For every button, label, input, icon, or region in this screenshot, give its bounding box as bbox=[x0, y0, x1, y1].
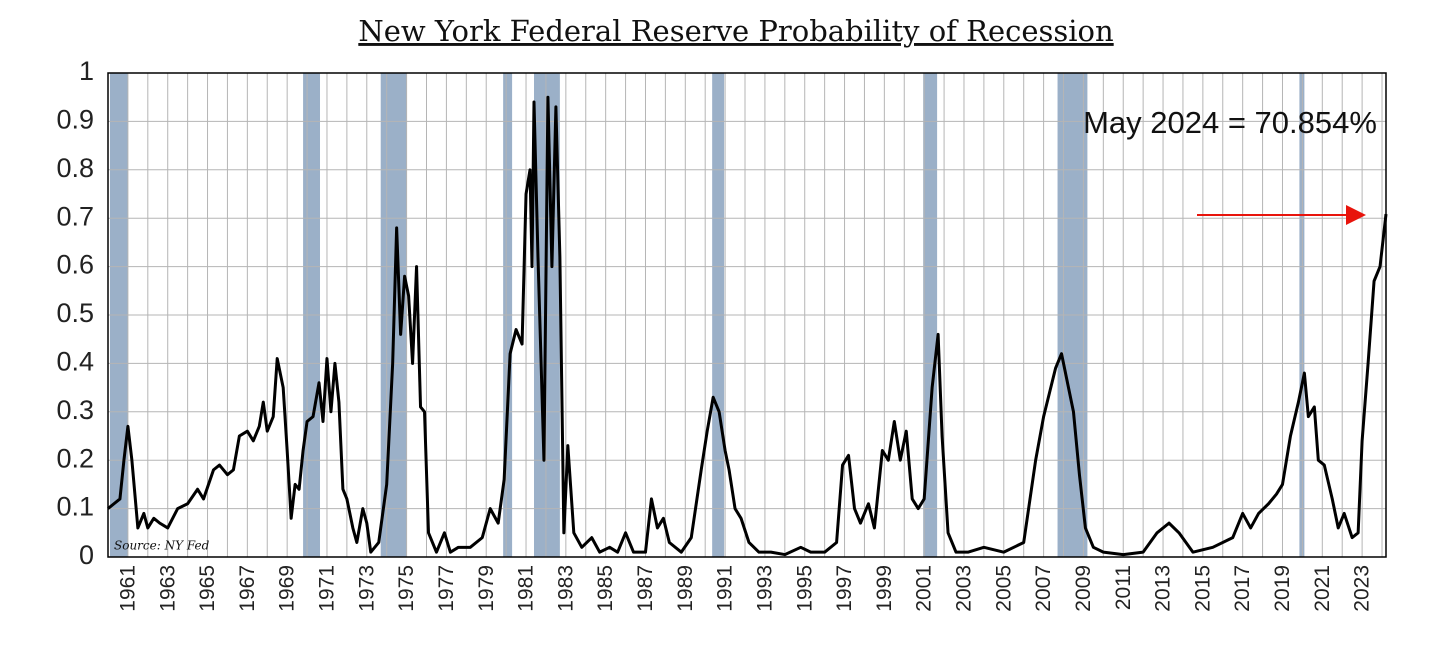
y-tick-label: 0.4 bbox=[56, 347, 94, 377]
x-tick-label: 1989 bbox=[674, 565, 697, 612]
x-tick-label: 2013 bbox=[1152, 565, 1175, 612]
x-tick-label: 2023 bbox=[1351, 565, 1374, 612]
x-tick-label: 2011 bbox=[1112, 565, 1135, 610]
x-tick-label: 1971 bbox=[316, 565, 339, 612]
x-tick-label: 1983 bbox=[554, 565, 577, 612]
x-tick-label: 2021 bbox=[1311, 565, 1334, 612]
chart-title: New York Federal Reserve Probability of … bbox=[358, 14, 1113, 48]
y-tick-label: 1 bbox=[79, 56, 94, 86]
x-tick-label: 1973 bbox=[355, 565, 378, 612]
x-tick-label: 1965 bbox=[196, 565, 219, 612]
x-tick-label: 2009 bbox=[1072, 565, 1095, 612]
y-tick-label: 0.8 bbox=[56, 153, 94, 183]
x-tick-label: 1981 bbox=[515, 565, 538, 612]
y-tick-label: 0.1 bbox=[56, 492, 94, 522]
y-tick-label: 0.9 bbox=[56, 105, 94, 135]
y-tick-label: 0 bbox=[79, 540, 94, 570]
x-tick-label: 1977 bbox=[435, 565, 458, 612]
x-tick-label: 1975 bbox=[395, 565, 418, 612]
annotation: May 2024 = 70.854% bbox=[1083, 105, 1377, 140]
y-tick-label: 0.2 bbox=[56, 443, 94, 473]
x-tick-label: 1961 bbox=[116, 565, 139, 612]
y-tick-label: 0.5 bbox=[56, 298, 94, 328]
x-tick-label: 1997 bbox=[833, 565, 856, 612]
x-tick-label: 1993 bbox=[753, 565, 776, 612]
x-tick-label: 2017 bbox=[1231, 565, 1254, 612]
x-tick-label: 1963 bbox=[156, 565, 179, 612]
x-tick-label: 1987 bbox=[634, 565, 657, 612]
x-tick-label: 1995 bbox=[793, 565, 816, 612]
x-tick-label: 1999 bbox=[873, 565, 896, 612]
x-tick-label: 1969 bbox=[276, 565, 299, 612]
probability-line bbox=[107, 95, 1388, 557]
x-tick-label: 1991 bbox=[714, 565, 737, 612]
x-tick-label: 1967 bbox=[236, 565, 259, 612]
x-tick-label: 1979 bbox=[475, 565, 498, 612]
y-tick-label: 0.3 bbox=[56, 395, 94, 425]
source-note: Source: NY Fed bbox=[114, 539, 210, 553]
y-tick-label: 0.7 bbox=[56, 201, 94, 231]
x-tick-label: 2007 bbox=[1032, 565, 1055, 612]
plot-area: 0 0.1 0.2 0.3 0.4 0.5 0.6 0.7 0.8 0.9 1 1961 1963 196… bbox=[56, 56, 1388, 612]
x-tick-label: 1985 bbox=[594, 565, 617, 612]
x-tick-label: 2005 bbox=[992, 565, 1015, 612]
x-tick-label: 2015 bbox=[1191, 565, 1214, 612]
x-tick-label: 2003 bbox=[953, 565, 976, 612]
x-tick-label: 2001 bbox=[913, 565, 936, 612]
x-tick-label: 2019 bbox=[1271, 565, 1294, 612]
y-tick-label: 0.6 bbox=[56, 250, 94, 280]
plot-frame bbox=[107, 72, 1387, 558]
